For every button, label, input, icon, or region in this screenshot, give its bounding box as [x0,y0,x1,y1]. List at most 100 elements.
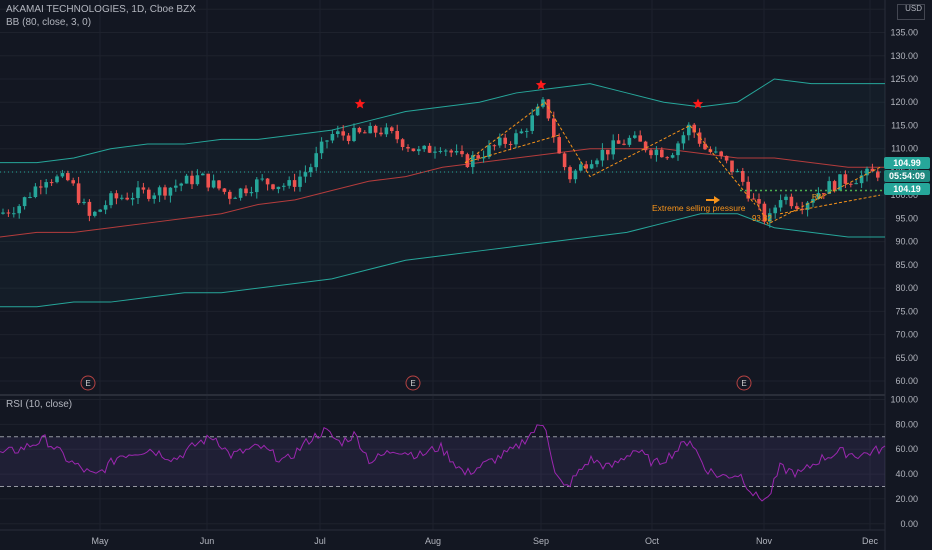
candle [33,183,38,199]
earnings-circle [736,375,752,391]
candle-body [768,213,772,222]
candle [827,176,831,194]
candle [795,202,799,211]
candle [843,170,848,189]
candle [665,156,669,160]
candle [789,193,794,209]
candle [271,183,275,191]
candle [282,183,286,191]
candle-body [714,151,718,153]
candle [103,200,108,215]
bb-upper-line [0,78,885,164]
candle-body [174,185,178,188]
candle-body [627,137,632,145]
candle [309,163,313,178]
candle [55,174,59,184]
candle-body [460,151,464,155]
candle [244,185,248,197]
candle-body [363,132,367,134]
candle-body [390,127,394,131]
candle [773,204,777,219]
candle [44,179,48,195]
candle-body [660,149,664,158]
candle-body [136,187,140,198]
countdown-label: 05:54:09 [884,170,930,182]
candle-body [757,199,761,204]
rsi-tick-label: 20.00 [895,494,918,504]
candle [363,130,367,134]
candle-body [190,175,194,185]
candle [211,174,216,189]
candle-body [832,181,837,191]
candle-body [730,160,734,173]
candles[interactable] [1,97,880,228]
candle [314,146,318,171]
candle-body [141,187,146,190]
candle-body [789,196,794,207]
candle [249,186,254,197]
candle-body [622,143,626,145]
candle [357,126,362,134]
candle-body [422,145,426,150]
candle [600,143,605,167]
candle-body [233,197,237,199]
candle-body [217,180,221,189]
candle-body [244,188,248,194]
candle-body [298,176,302,187]
candle [476,152,480,161]
candle [471,151,475,174]
candle [519,128,524,134]
candle-body [741,171,745,182]
candle [130,192,135,206]
candle-body [12,213,16,215]
candle [535,103,540,116]
currency-label[interactable]: USD [897,4,925,20]
bb-lower-line [0,213,885,308]
candle-body [271,184,275,190]
candle [390,126,394,134]
candle-body [6,212,11,214]
candle-body [28,197,32,199]
candle [82,198,86,205]
candle [757,193,761,211]
rsi-panel[interactable] [0,424,886,502]
candle-body [514,133,518,145]
candle [503,133,507,148]
candle-body [665,157,669,159]
candle-body [568,167,572,180]
candle-body [373,125,378,133]
candle-body [368,125,372,134]
candle-body [309,167,313,173]
candle-body [481,157,486,159]
candle [336,125,340,138]
candle-body [211,180,216,188]
candle-body [535,106,540,116]
earnings-circle [405,375,421,391]
candle-body [330,133,335,141]
pattern-line [464,134,561,164]
candle-body [168,187,173,196]
candle-body [55,176,59,183]
candle-body [703,143,707,150]
candle [627,135,632,147]
candle [1,208,5,215]
candle [168,187,173,203]
candle-body [228,191,232,199]
candle-body [179,183,183,186]
candle [12,207,16,218]
candle-body [670,155,675,158]
candle-body [735,171,740,173]
candle-body [676,143,680,156]
candle [76,176,81,205]
candle [238,187,243,201]
candle [751,193,756,200]
candle-body [438,150,443,152]
candle-body [125,197,129,200]
candle-body [39,186,43,188]
candle-body [406,147,410,149]
candle-body [222,188,227,192]
candle [152,192,156,204]
candle [616,133,621,144]
candle [784,194,788,205]
